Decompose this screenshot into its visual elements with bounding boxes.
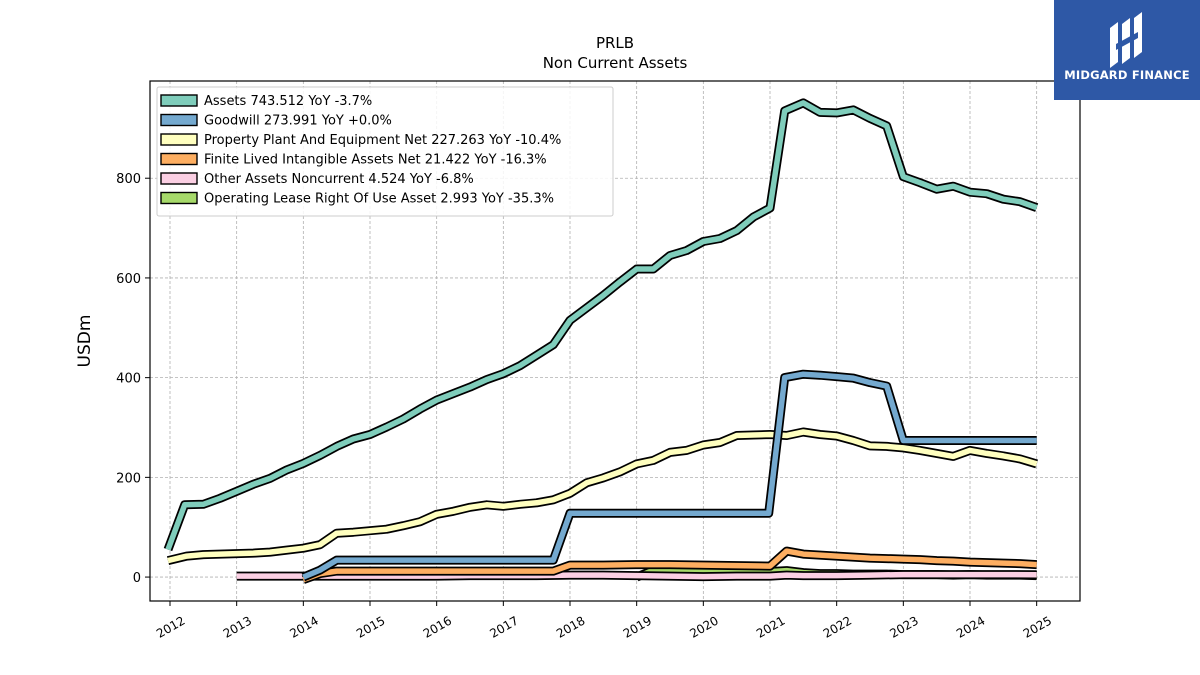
legend-swatch	[160, 133, 198, 146]
x-tick-label: 2015	[354, 613, 387, 640]
chart-subtitle: Non Current Assets	[543, 54, 688, 72]
legend-box	[156, 86, 614, 217]
series-line	[302, 371, 1037, 580]
brand-name: MIDGARD FINANCE	[1064, 68, 1190, 82]
x-tick-label: 2020	[687, 613, 720, 640]
brand-logo: MIDGARD FINANCE	[1054, 0, 1200, 100]
legend-entry: Operating Lease Right Of Use Asset 2.993…	[204, 192, 554, 207]
chart-title: PRLB	[596, 34, 634, 52]
brand-logo-icon	[1110, 12, 1142, 68]
legend-entry: Other Assets Noncurrent 4.524 YoY -6.8%	[204, 172, 474, 187]
y-tick-label: 600	[116, 272, 141, 287]
series-line	[165, 100, 1038, 551]
legend: Assets 743.512 YoY -3.7% Goodwill 273.991…	[156, 86, 614, 217]
series-line-outline	[301, 369, 1037, 582]
series-line-outline	[166, 427, 1038, 565]
x-tick-label: 2014	[287, 613, 320, 640]
y-tick-label: 200	[116, 471, 141, 486]
legend-swatch	[160, 113, 198, 127]
legend-swatch	[160, 152, 198, 166]
series-line	[236, 571, 1037, 580]
legend-swatch	[160, 172, 198, 185]
legend-entry: Goodwill 273.991 YoY +0.0%	[204, 114, 392, 129]
y-axis-label: USDm	[75, 315, 95, 368]
x-tick-label: 2019	[621, 613, 654, 640]
plot-area-frame	[149, 80, 1081, 602]
x-tick-label: 2022	[821, 613, 854, 640]
x-tick-label: 2013	[221, 613, 254, 640]
legend-swatch	[160, 94, 198, 107]
y-tick-label: 0	[133, 571, 141, 586]
x-tick-label: 2016	[421, 613, 454, 640]
x-tick-label: 2017	[487, 613, 520, 640]
series-line	[302, 548, 1037, 583]
x-tick-label: 2021	[754, 613, 787, 640]
x-tick-label: 2025	[1021, 613, 1054, 640]
legend-swatch	[160, 191, 198, 205]
x-tick-label: 2018	[554, 613, 587, 640]
y-tick-label: 400	[116, 372, 141, 387]
x-tick-label: 2024	[954, 613, 987, 640]
legend-entry: Finite Lived Intangible Assets Net 21.42…	[204, 153, 547, 168]
series-layer	[163, 98, 1039, 584]
y-tick-label: 800	[116, 172, 141, 187]
series-line	[167, 429, 1038, 564]
legend-entry: Property Plant And Equipment Net 227.263…	[204, 133, 561, 148]
x-tick-label: 2012	[154, 613, 187, 640]
legend-entry: Assets 743.512 YoY -3.7%	[204, 94, 372, 109]
x-tick-label: 2023	[887, 613, 920, 640]
